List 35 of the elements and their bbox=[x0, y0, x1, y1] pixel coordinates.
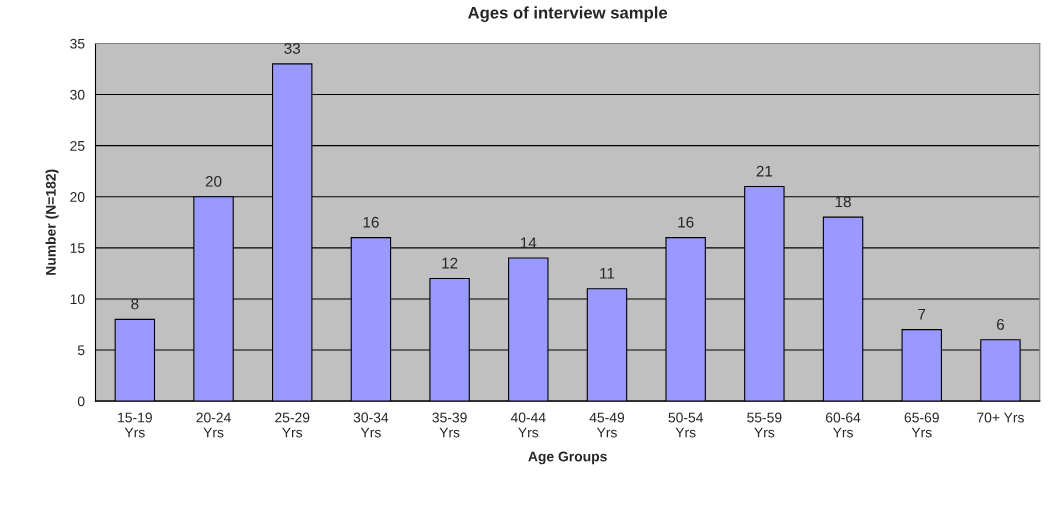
x-tick-label: 70+ Yrs bbox=[977, 412, 1024, 423]
data-label: 21 bbox=[756, 165, 773, 177]
x-tick-label: 20-24 Yrs bbox=[196, 412, 231, 438]
data-label: 7 bbox=[918, 308, 926, 320]
data-label: 11 bbox=[600, 268, 615, 279]
chart-title: Ages of interview sample bbox=[468, 6, 668, 22]
data-label: 16 bbox=[678, 216, 694, 228]
x-tick-label: 35-39 Yrs bbox=[432, 412, 467, 438]
y-tick-label: 20 bbox=[70, 192, 85, 202]
y-tick-label: 30 bbox=[70, 89, 85, 100]
x-tick-label: 25-29 Yrs bbox=[275, 412, 310, 438]
y-tick-label: 15 bbox=[70, 243, 85, 253]
data-label: 8 bbox=[131, 298, 139, 310]
data-label: 6 bbox=[996, 319, 1005, 330]
y-tick-label: 10 bbox=[70, 294, 85, 305]
x-tick-label: 65-69 Yrs bbox=[904, 412, 939, 438]
x-tick-label: 45-49 Yrs bbox=[589, 412, 625, 438]
data-label: 12 bbox=[442, 257, 458, 269]
x-tick-label: 55-59 Yrs bbox=[747, 412, 782, 438]
x-tick-label: 40-44 Yrs bbox=[510, 412, 546, 438]
data-label: 33 bbox=[284, 43, 301, 54]
data-label: 18 bbox=[835, 196, 851, 208]
data-label: 14 bbox=[520, 237, 537, 248]
x-tick-label: 15-19 Yrs bbox=[118, 412, 152, 438]
x-tick-label: 50-54 Yrs bbox=[668, 412, 704, 438]
y-tick-label: 25 bbox=[70, 140, 85, 151]
y-axis-title: Number (N=182) bbox=[45, 169, 59, 275]
y-tick-label: 5 bbox=[77, 345, 85, 356]
data-label: 20 bbox=[205, 175, 222, 187]
y-tick-label: 0 bbox=[77, 396, 85, 407]
x-tick-label: 60-64 Yrs bbox=[826, 412, 861, 438]
x-axis-title: Age Groups bbox=[528, 451, 607, 465]
data-label: 16 bbox=[363, 216, 379, 228]
x-tick-label: 30-34 Yrs bbox=[353, 412, 389, 438]
y-tick-label: 35 bbox=[70, 38, 85, 49]
